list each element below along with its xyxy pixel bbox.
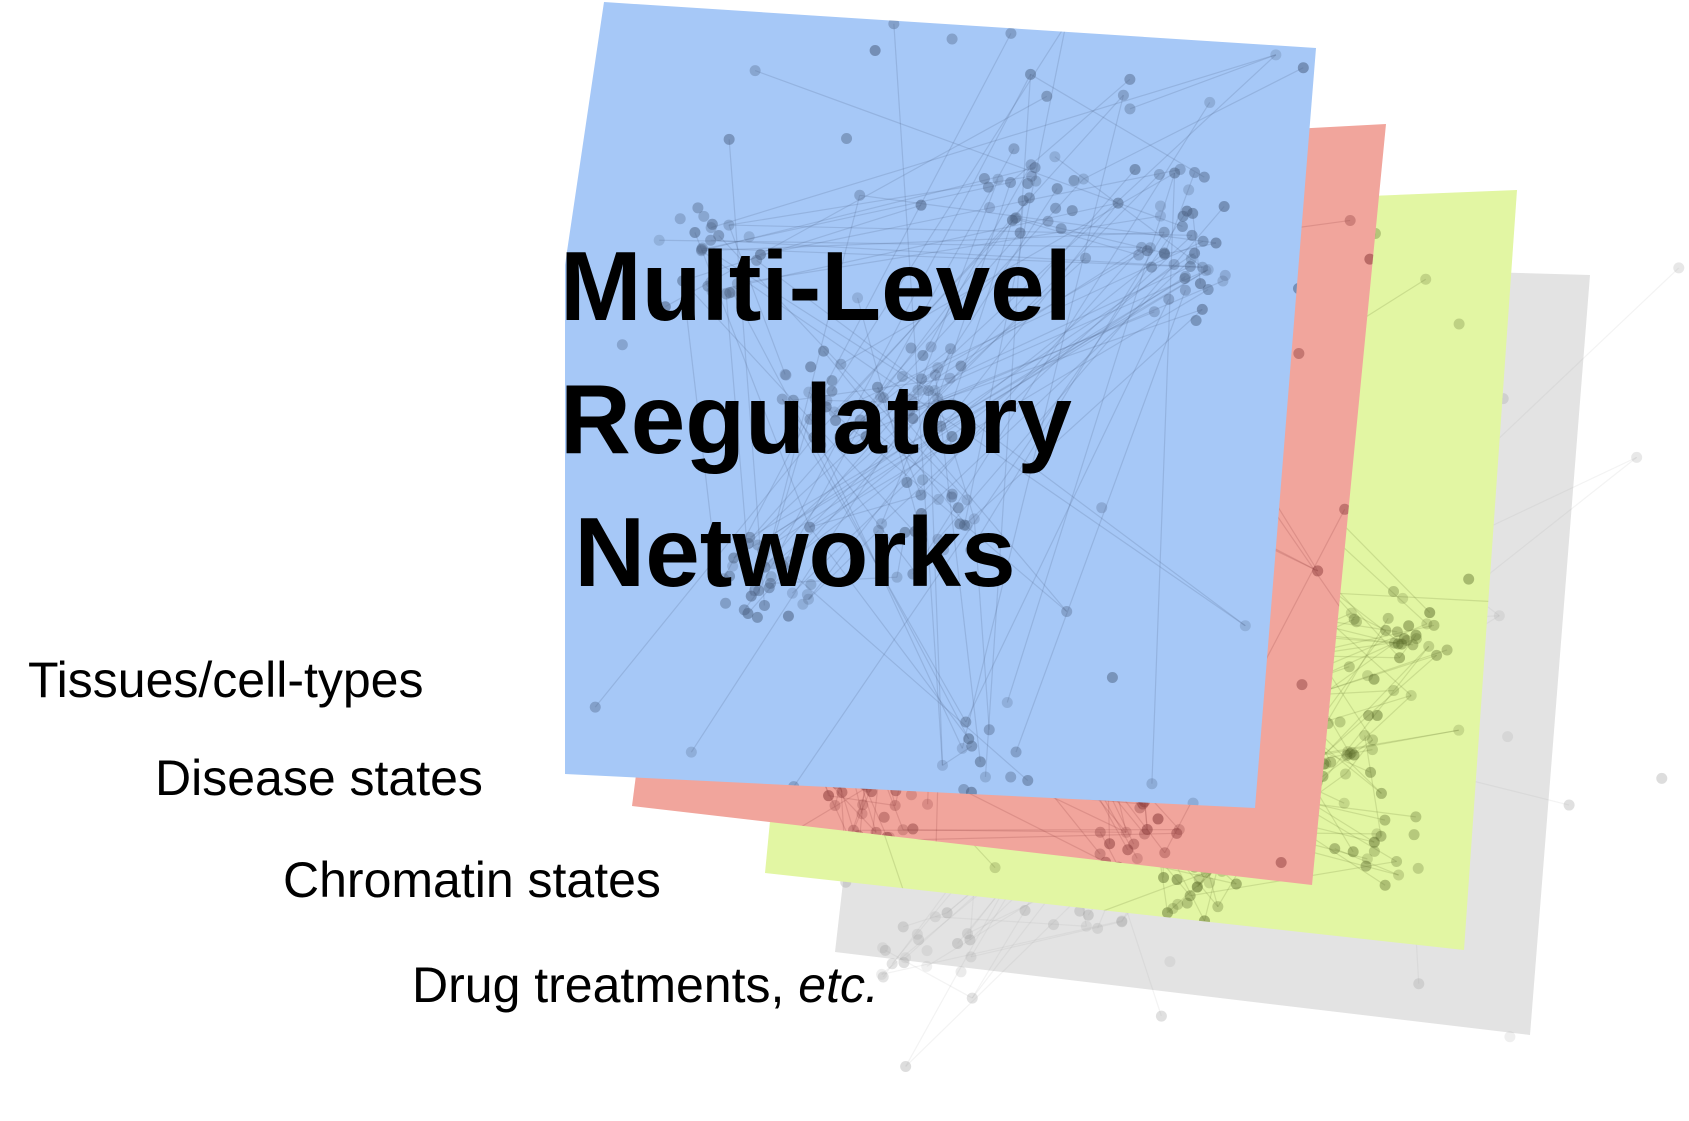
layer-label-drug: Drug treatments, etc.: [412, 957, 879, 1013]
layer-label-tissues: Tissues/cell-types: [28, 652, 424, 708]
layer-label-chromatin: Chromatin states: [283, 852, 661, 908]
sheet-tissues: [565, 2, 1316, 808]
title-line-2: Regulatory: [560, 364, 1072, 474]
layer-label-disease: Disease states: [155, 750, 483, 806]
sheet-tissues-network: [589, 18, 1309, 808]
title-line-3: Networks: [574, 497, 1016, 607]
diagram-title: Multi-Level Regulatory Networks: [560, 220, 1072, 619]
layer-label-drug-suffix: etc.: [798, 957, 879, 1013]
title-line-1: Multi-Level: [560, 231, 1072, 341]
